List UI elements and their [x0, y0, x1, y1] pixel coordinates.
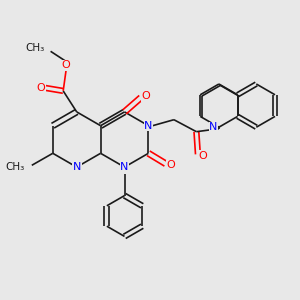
Text: CH₃: CH₃: [5, 162, 24, 172]
Text: N: N: [209, 122, 218, 132]
Text: N: N: [120, 162, 129, 172]
Text: O: O: [198, 151, 207, 161]
Text: O: O: [36, 83, 45, 93]
Text: N: N: [73, 162, 81, 172]
Text: O: O: [142, 91, 151, 101]
Text: CH₃: CH₃: [25, 43, 45, 53]
Text: O: O: [62, 60, 70, 70]
Text: O: O: [167, 160, 175, 170]
Text: N: N: [144, 121, 153, 131]
